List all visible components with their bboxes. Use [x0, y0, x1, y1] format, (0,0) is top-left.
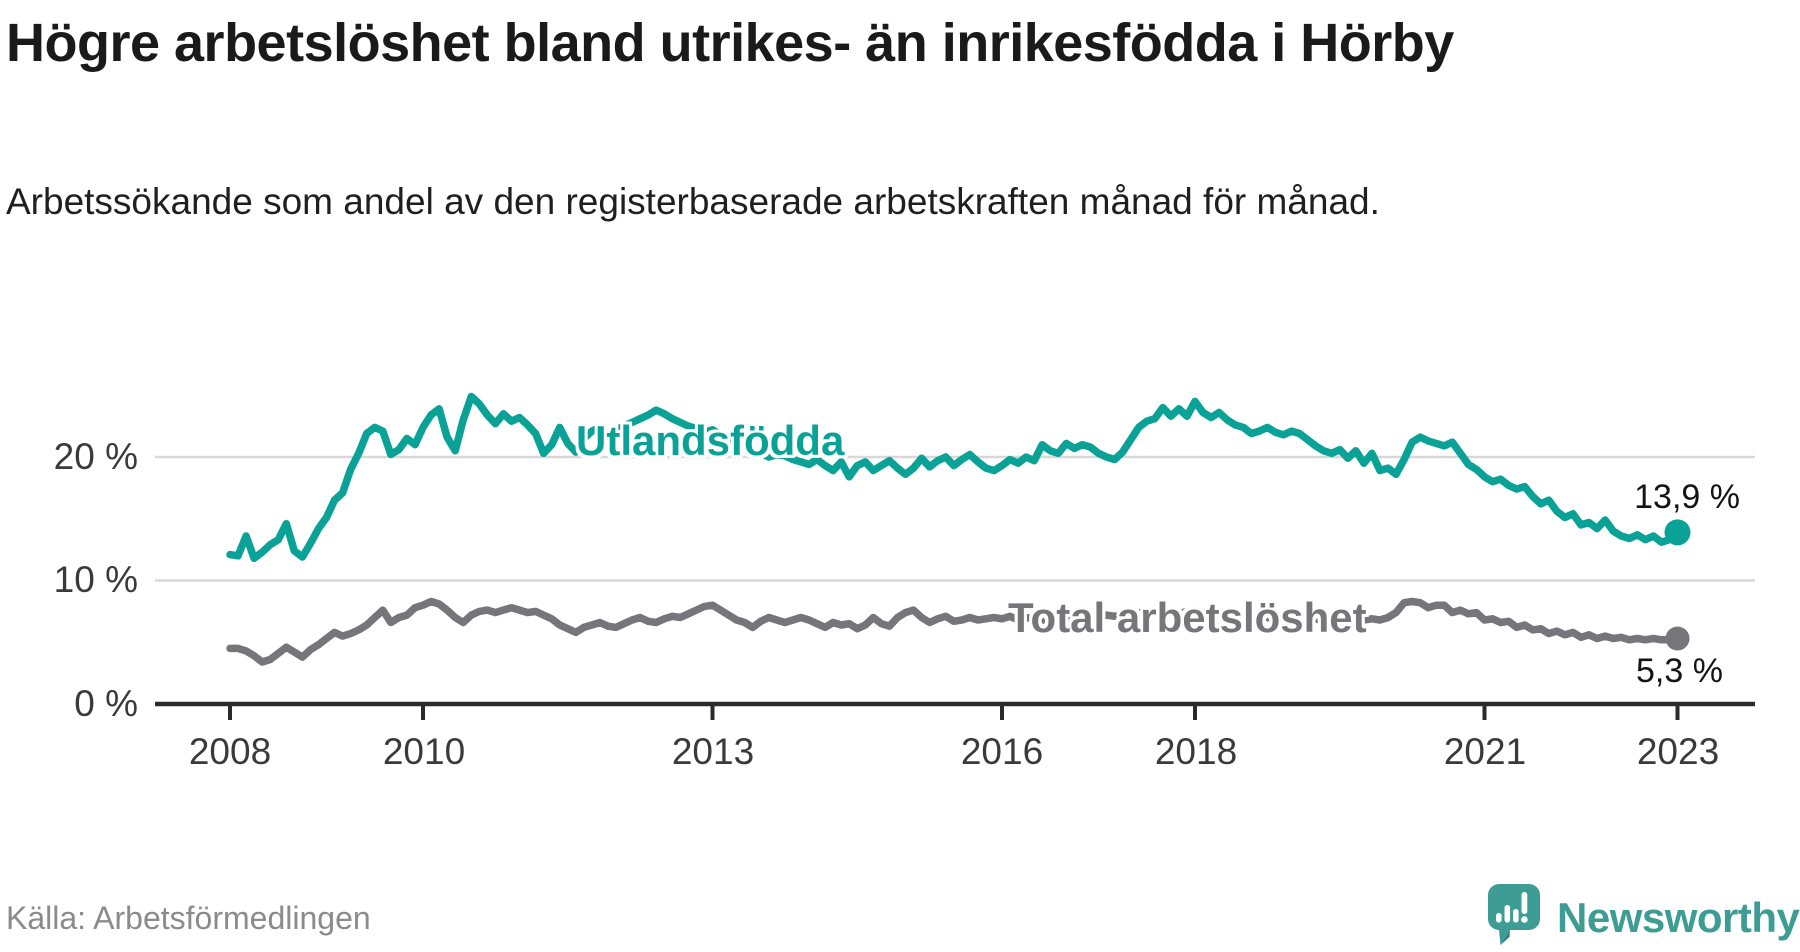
x-tick-2010: 2010: [382, 731, 466, 772]
source-attribution: Källa: Arbetsförmedlingen: [6, 900, 371, 936]
series-label-total-arbetsloshet: Total arbetslöshet: [1008, 594, 1367, 641]
chart-subtitle: Arbetssökande som andel av den registerb…: [6, 181, 1380, 222]
x-tick-2008: 2008: [188, 731, 272, 772]
x-tick-2021: 2021: [1443, 731, 1527, 772]
x-tick-2023: 2023: [1636, 731, 1720, 772]
series-label-utlandsfodda: Utlandsfödda: [576, 417, 845, 464]
end-dot-total: [1665, 626, 1690, 651]
x-tick-2013: 2013: [671, 731, 755, 772]
x-tick-2016: 2016: [960, 731, 1044, 772]
end-dot-utlandsfodda: [1664, 519, 1691, 546]
newsworthy-logo: Newsworthy: [1488, 884, 1800, 952]
x-tick-2018: 2018: [1154, 731, 1238, 772]
newsworthy-speech-bubble-chart-icon: [1488, 884, 1540, 945]
y-tick-10: 10 %: [53, 559, 138, 600]
series-line-utlandsfodda: [226, 392, 1682, 563]
page-title: Högre arbetslöshet bland utrikes- än inr…: [6, 13, 1454, 73]
end-value-label-total: 5,3 %: [1636, 652, 1723, 690]
end-value-label-utlandsfodda: 13,9 %: [1634, 478, 1740, 516]
y-tick-0: 0 %: [74, 683, 138, 724]
y-tick-20: 20 %: [53, 436, 138, 477]
series-line-total: [226, 597, 1682, 666]
newsworthy-wordmark: Newsworthy: [1557, 894, 1800, 941]
